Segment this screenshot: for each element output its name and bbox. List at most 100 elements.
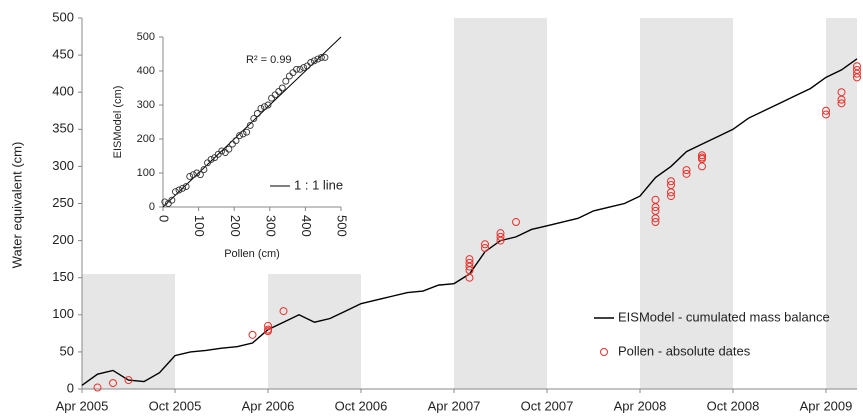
shaded-period [454, 18, 547, 389]
x-tick-label: Apr 2005 [56, 398, 109, 413]
inset-point [307, 59, 315, 66]
data-point [853, 62, 861, 71]
data-point [279, 307, 288, 316]
y-tick-label: 500 [52, 9, 74, 24]
inset-y-tick-label: 100 [137, 167, 155, 179]
y-tick-label: 100 [52, 306, 74, 321]
inset-point [321, 53, 329, 61]
inset-legend-label: 1 : 1 line [294, 177, 343, 192]
y-tick-label: 350 [52, 121, 74, 136]
data-point [698, 153, 706, 162]
inset-point [278, 84, 286, 92]
y-tick-label: 50 [60, 343, 74, 358]
inset-point [168, 196, 176, 204]
inset-point [239, 130, 247, 138]
data-point [248, 330, 257, 339]
inset-point [271, 91, 279, 99]
inset-point [310, 57, 318, 65]
inset-point [282, 77, 290, 85]
legend-swatch [600, 348, 608, 356]
data-point [651, 218, 660, 227]
x-tick-label: Apr 2006 [242, 398, 295, 413]
data-point [496, 229, 505, 238]
data-point [667, 192, 675, 201]
inset-annotation: R² = 0.99 [246, 54, 292, 66]
data-point [837, 99, 846, 108]
x-tick-label: Oct 2006 [335, 398, 388, 413]
y-tick-label: 250 [52, 195, 74, 210]
inset-point [200, 166, 208, 174]
inset-x-tick-label: 200 [228, 215, 243, 237]
data-point [682, 166, 691, 175]
data-point [481, 244, 489, 253]
inset-y-tick-label: 200 [137, 133, 155, 145]
data-point [822, 106, 830, 115]
inset-point [257, 104, 265, 112]
x-tick-label: Oct 2008 [707, 398, 760, 413]
x-tick-label: Oct 2005 [149, 398, 202, 413]
data-point [481, 240, 489, 249]
y-tick-label: 400 [52, 84, 74, 99]
x-tick-label: Apr 2009 [800, 398, 853, 413]
y-tick-label: 0 [67, 380, 74, 395]
inset-point [207, 155, 215, 163]
y-axis-label: Water equivalent (cm) [9, 142, 24, 269]
inset-point [293, 65, 300, 73]
inset-x-tick-label: 400 [299, 215, 314, 237]
inset-point [193, 169, 201, 177]
inset-x-tick-label: 0 [157, 215, 172, 222]
data-point [496, 232, 505, 241]
inset-point [179, 184, 187, 192]
shaded-period [640, 18, 733, 389]
data-point [124, 376, 133, 385]
inset-point [296, 65, 304, 73]
shaded-period [268, 273, 361, 389]
data-point [837, 88, 846, 97]
x-tick-label: Apr 2007 [428, 398, 481, 413]
inset-point [221, 149, 229, 157]
inset-point [303, 62, 311, 70]
data-point [682, 169, 691, 178]
inset-point [246, 121, 254, 129]
inset-x-tick-label: 300 [263, 215, 278, 237]
inset-point [236, 132, 243, 140]
inset-y-tick-label: 400 [137, 65, 155, 77]
inset-point [275, 87, 283, 95]
inset-x-tick-label: 500 [335, 215, 350, 237]
inset-x-axis-label: Pollen (cm) [224, 248, 280, 260]
data-point [465, 258, 474, 267]
legend-label: Pollen - absolute dates [618, 343, 751, 358]
inset-point [172, 188, 179, 196]
inset-point [175, 186, 183, 194]
data-point [512, 218, 520, 227]
inset-y-tick-label: 300 [137, 99, 155, 111]
inset-point [182, 183, 190, 191]
inset-point [261, 103, 268, 111]
data-point [651, 206, 660, 215]
inset-point [186, 172, 194, 180]
inset-point [317, 53, 325, 61]
inset-point [189, 171, 197, 179]
shaded-period [82, 273, 175, 389]
data-point [822, 110, 830, 119]
inset-point [250, 115, 258, 123]
inset-point [196, 171, 204, 179]
inset-point [228, 140, 236, 148]
data-point [667, 180, 675, 189]
inset-point [243, 128, 251, 136]
x-tick-label: Oct 2007 [521, 398, 574, 413]
data-point [651, 195, 660, 204]
inset-x-tick-label: 100 [192, 215, 207, 237]
inset-point [218, 147, 226, 155]
y-tick-label: 300 [52, 158, 74, 173]
inset-point [268, 94, 276, 102]
inset-point [314, 55, 322, 63]
data-point [93, 383, 102, 392]
data-point [465, 255, 474, 264]
inset-point [300, 64, 308, 72]
inset-point [264, 101, 272, 109]
inset-point [161, 198, 169, 206]
inset-point [225, 145, 233, 153]
